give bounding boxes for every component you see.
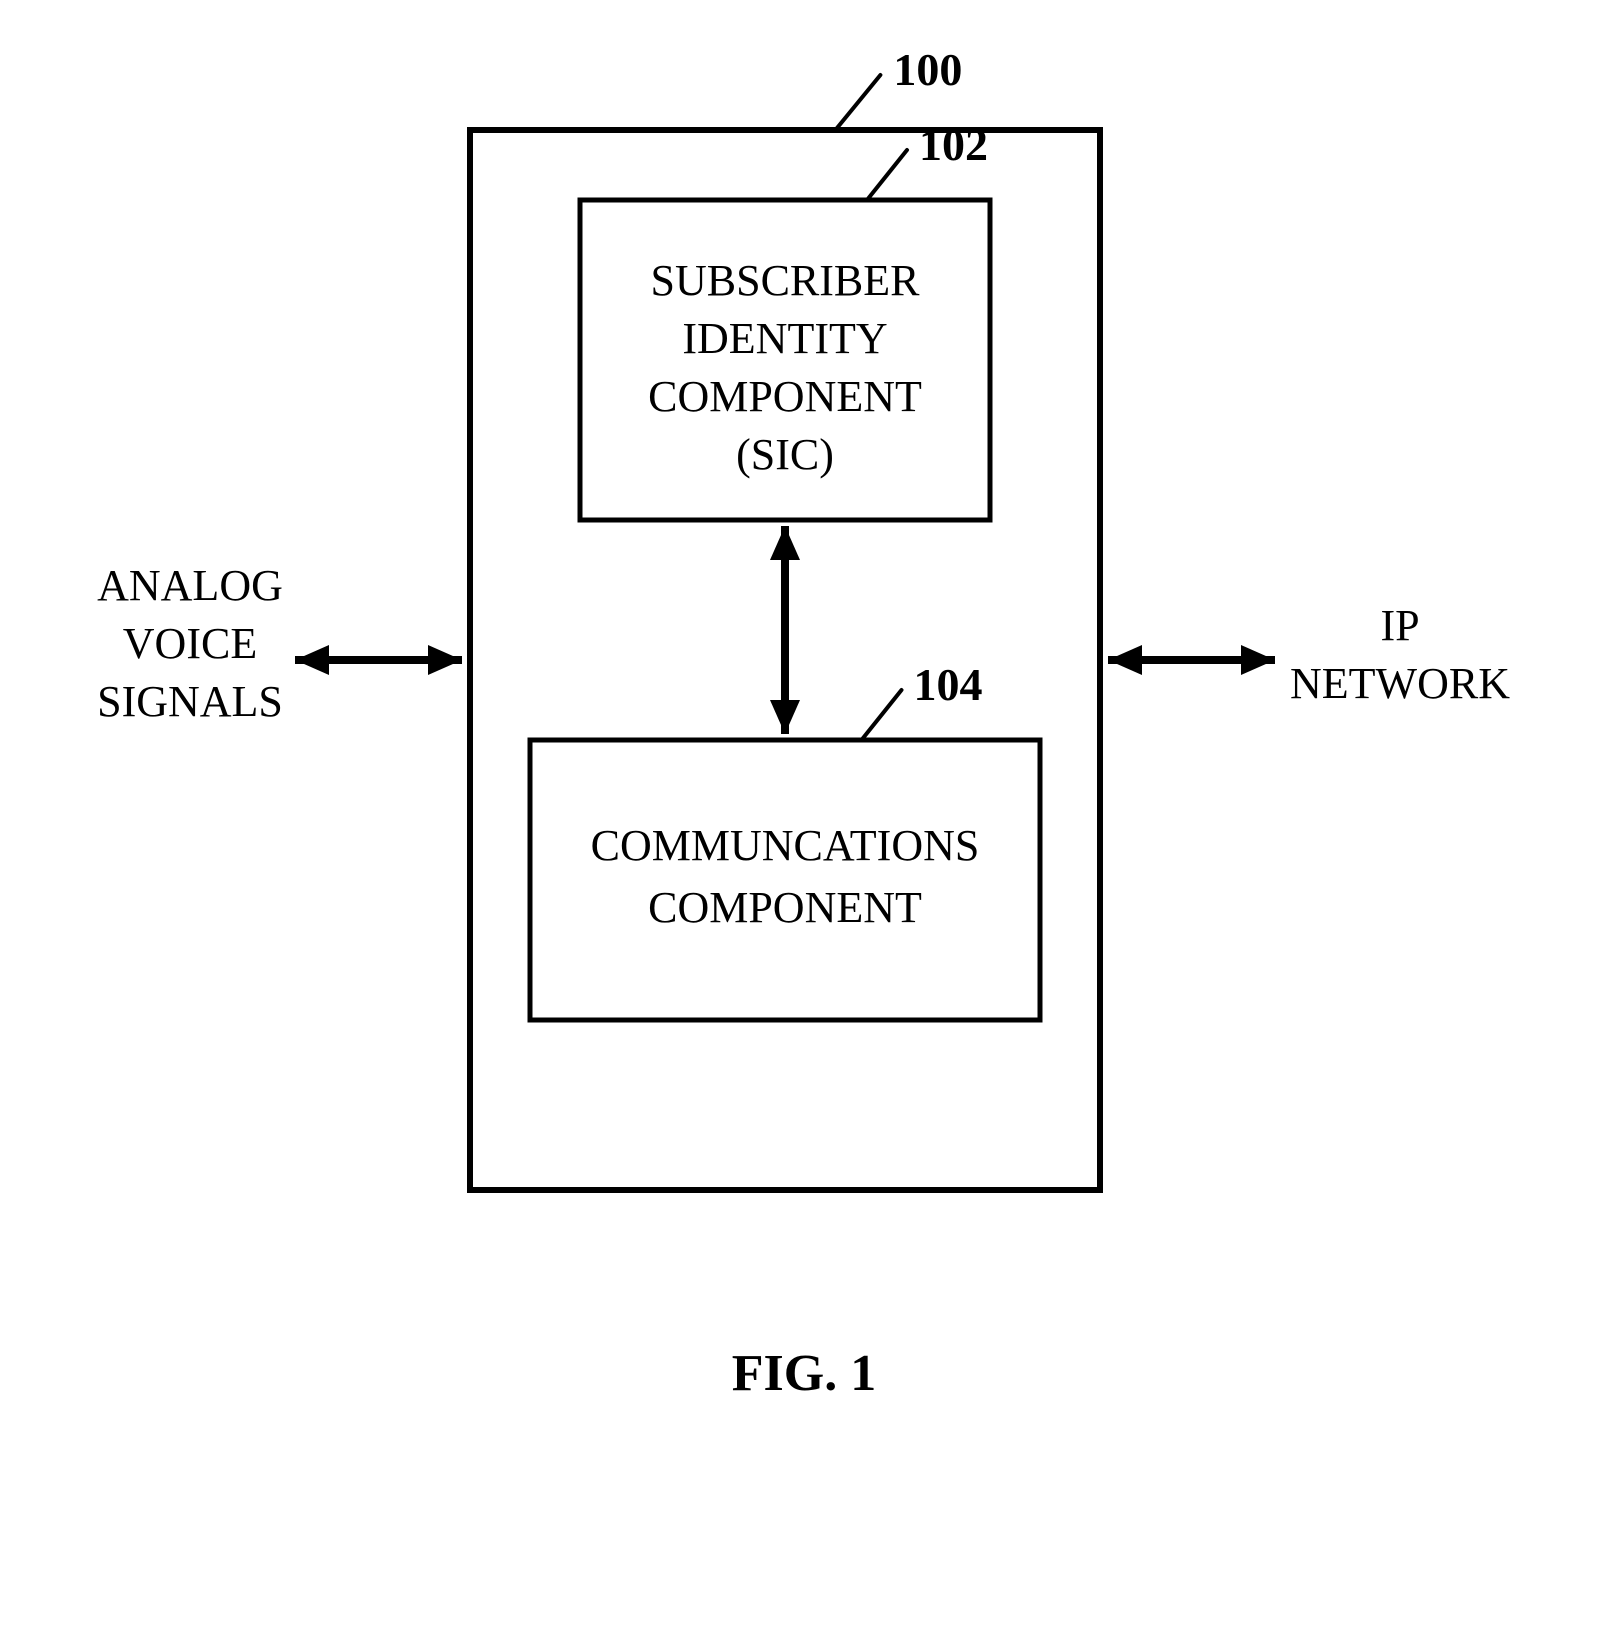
svg-text:NETWORK: NETWORK (1290, 659, 1510, 708)
svg-text:IDENTITY: IDENTITY (682, 314, 887, 363)
svg-text:COMPONENT: COMPONENT (648, 372, 922, 421)
svg-text:(SIC): (SIC) (736, 430, 834, 479)
svg-text:ANALOG: ANALOG (97, 561, 283, 610)
svg-text:COMPONENT: COMPONENT (648, 883, 922, 932)
svg-text:COMMUNCATIONS: COMMUNCATIONS (591, 821, 980, 870)
svg-text:SUBSCRIBER: SUBSCRIBER (651, 256, 921, 305)
svg-text:104: 104 (914, 659, 983, 710)
svg-text:SIGNALS: SIGNALS (97, 677, 283, 726)
svg-text:IP: IP (1380, 601, 1419, 650)
svg-text:100: 100 (893, 44, 962, 95)
svg-text:VOICE: VOICE (123, 619, 257, 668)
svg-text:102: 102 (919, 119, 988, 170)
svg-text:FIG. 1: FIG. 1 (732, 1345, 876, 1402)
